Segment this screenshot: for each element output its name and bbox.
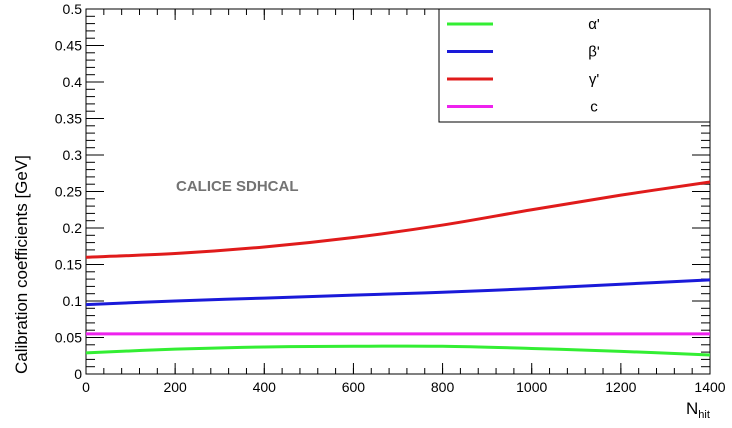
legend-items: α' β' γ' c [447, 16, 600, 116]
series-line [85, 344, 711, 357]
legend-box [438, 8, 711, 123]
x-tick-label: 1200 [605, 379, 636, 395]
y-tick-label: 0.35 [55, 111, 82, 127]
annotation-label: CALICE SDHCAL [176, 178, 299, 195]
x-tick-label: 1400 [694, 379, 725, 395]
y-tick-label: 0.45 [55, 38, 82, 54]
x-tick-label: 400 [253, 379, 277, 395]
x-tick-label: 0 [82, 379, 90, 395]
series-line [85, 278, 711, 307]
y-tick-label: 0.2 [63, 220, 83, 236]
y-tick-label: 0.5 [63, 1, 83, 17]
x-tick-label: 200 [163, 379, 187, 395]
y-axis-title: Calibration coefficients [GeV] [12, 155, 31, 374]
legend-label: γ' [589, 71, 600, 88]
y-tick-label: 0.05 [55, 330, 82, 346]
x-axis-title: Nhit [686, 399, 710, 421]
axis-tick-labels: 0 200 400 600 800 1000 1200 1400 0 0.05 0.1 0.15 0.2… [55, 1, 726, 395]
y-tick-label: 0.3 [63, 147, 83, 163]
x-tick-label: 800 [431, 379, 455, 395]
series-lines [85, 180, 711, 357]
series-line [85, 180, 711, 259]
y-tick-label: 0.15 [55, 257, 82, 273]
legend: α' β' γ' c [438, 8, 711, 123]
legend-label: β' [588, 44, 600, 61]
y-tick-label: 0.4 [63, 74, 83, 90]
x-tick-label: 1000 [516, 379, 547, 395]
x-axis-title-sub: hit [698, 409, 710, 421]
y-tick-label: 0 [74, 366, 82, 382]
x-axis-title-main: N [686, 399, 698, 418]
x-tick-label: 600 [342, 379, 366, 395]
legend-label: c [590, 99, 598, 116]
y-tick-label: 0.1 [63, 293, 83, 309]
svg-text:Nhit: Nhit [686, 399, 710, 421]
y-tick-label: 0.25 [55, 184, 82, 200]
legend-label: α' [588, 16, 600, 33]
